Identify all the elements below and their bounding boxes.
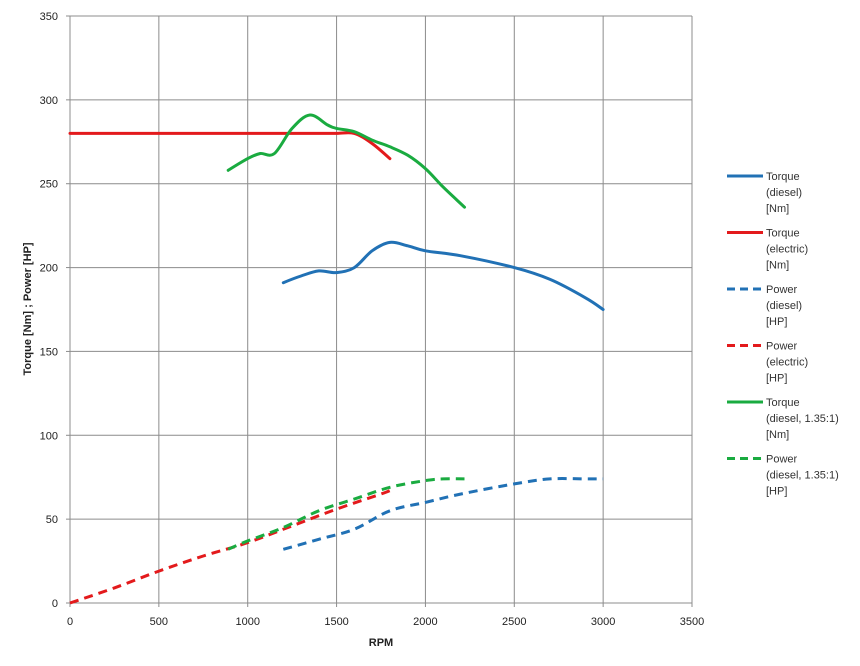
x-tick-label: 1000 — [235, 616, 259, 628]
legend-label: Power — [766, 454, 798, 466]
legend-label: (diesel) — [766, 187, 802, 199]
axes — [66, 15, 693, 607]
y-tick-label: 150 — [40, 346, 58, 358]
y-tick-label: 300 — [40, 95, 58, 107]
series-line-power-diesel-hp — [282, 477, 604, 551]
legend-label: [Nm] — [766, 260, 789, 272]
legend-label: [Nm] — [766, 203, 789, 215]
legend-label: Power — [766, 341, 798, 353]
x-axis-title: RPM — [369, 637, 393, 649]
series-line-torque-diesel-nm — [281, 240, 605, 311]
x-tick-label: 3500 — [680, 616, 704, 628]
x-tick-label: 500 — [150, 616, 168, 628]
legend-label: [Nm] — [766, 429, 789, 441]
y-tick-label: 100 — [40, 430, 58, 442]
y-axis-title: Torque [Nm] ; Power [HP] — [22, 242, 34, 375]
y-tick-labels: 0 50 100 150 200 250 300 350 — [40, 11, 58, 610]
legend-label: Torque — [766, 397, 800, 409]
y-tick-label: 250 — [40, 179, 58, 191]
legend: Torque (diesel) [Nm] Torque (electric) [Nm] Po… — [727, 171, 839, 498]
legend-label: (diesel, 1.35:1) — [766, 470, 839, 482]
legend-item-power-diesel-hp: Power (diesel) [HP] — [727, 284, 802, 328]
x-tick-label: 2500 — [502, 616, 526, 628]
legend-item-torque-diesel-1-35-1-nm: Torque (diesel, 1.35:1) [Nm] — [727, 397, 839, 441]
series-line-torque-electric-nm — [68, 131, 392, 161]
series-line-torque-diesel-1-35-1-nm — [226, 113, 466, 209]
series-line-power-electric-hp — [69, 489, 391, 605]
y-tick-label: 50 — [46, 514, 58, 526]
legend-label: (diesel) — [766, 300, 802, 312]
y-tick-label: 200 — [40, 263, 58, 275]
legend-item-torque-electric-nm: Torque (electric) [Nm] — [727, 228, 808, 272]
legend-label: Torque — [766, 171, 800, 183]
x-tick-label: 0 — [67, 616, 73, 628]
legend-label: (electric) — [766, 357, 808, 369]
legend-label: [HP] — [766, 316, 787, 328]
legend-item-power-electric-hp: Power (electric) [HP] — [727, 341, 808, 385]
legend-label: Power — [766, 284, 798, 296]
x-tick-label: 3000 — [591, 616, 615, 628]
series-lines — [68, 113, 605, 605]
plot-area — [70, 16, 692, 603]
legend-label: (electric) — [766, 244, 808, 256]
legend-label: (diesel, 1.35:1) — [766, 413, 839, 425]
legend-label: [HP] — [766, 486, 787, 498]
x-tick-label: 2000 — [413, 616, 437, 628]
x-tick-label: 1500 — [324, 616, 348, 628]
legend-item-power-diesel-1-35-1-hp: Power (diesel, 1.35:1) [HP] — [727, 454, 839, 498]
y-tick-label: 0 — [52, 598, 58, 610]
legend-item-torque-diesel-nm: Torque (diesel) [Nm] — [727, 171, 802, 215]
legend-label: [HP] — [766, 373, 787, 385]
x-tick-labels: 0 500 1000 1500 2000 2500 3000 3500 — [67, 616, 704, 628]
series-line-power-diesel-1-35-1-hp — [227, 477, 465, 551]
legend-label: Torque — [766, 228, 800, 240]
y-tick-label: 350 — [40, 11, 58, 23]
